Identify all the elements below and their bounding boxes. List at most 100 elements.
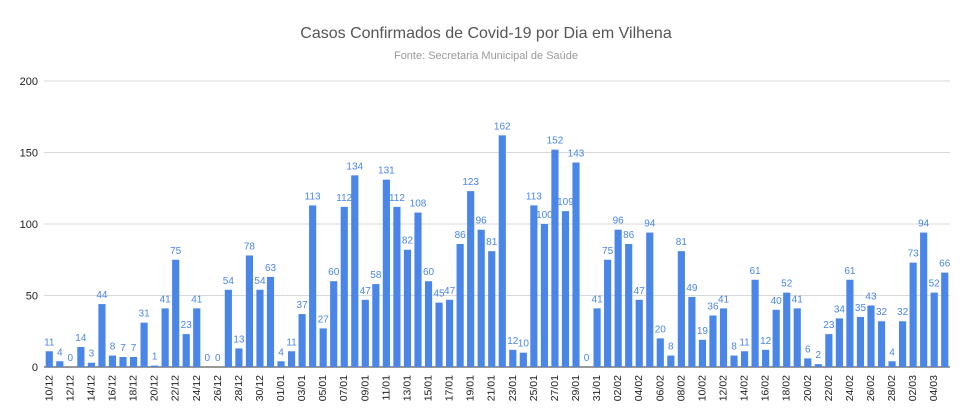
data-label: 41 — [718, 294, 730, 305]
data-label: 23 — [823, 320, 835, 331]
data-label: 113 — [526, 191, 542, 202]
data-label: 27 — [318, 314, 330, 325]
x-tick-label: 24/02 — [844, 375, 856, 401]
y-tick-label: 200 — [20, 76, 38, 88]
bar — [477, 229, 485, 367]
bar — [614, 229, 622, 367]
bar — [77, 346, 85, 367]
bar — [941, 272, 949, 367]
data-label: 123 — [462, 177, 479, 188]
bar — [245, 255, 254, 367]
data-label: 41 — [191, 294, 203, 305]
bar — [698, 339, 707, 367]
data-label: 108 — [410, 199, 427, 210]
data-label: 45 — [433, 289, 445, 300]
x-tick-label: 02/02 — [612, 375, 624, 401]
bar — [561, 211, 570, 367]
x-tick-label: 20/02 — [802, 375, 814, 401]
data-label: 8 — [668, 342, 674, 353]
data-label: 63 — [265, 263, 277, 274]
x-tick-label: 06/02 — [654, 375, 666, 401]
data-label: 12 — [507, 336, 519, 347]
bar — [277, 361, 285, 367]
data-label: 4 — [889, 347, 895, 358]
data-label: 7 — [131, 343, 137, 354]
bar — [424, 281, 433, 367]
bar — [751, 279, 759, 367]
data-label: 14 — [75, 333, 87, 344]
bar — [435, 302, 443, 367]
bar — [456, 244, 464, 367]
y-axis: 0 50 100 150 200 — [20, 76, 38, 374]
data-label: 52 — [929, 279, 941, 290]
data-label: 13 — [233, 334, 245, 345]
data-label: 2 — [816, 350, 822, 361]
y-tick-label: 150 — [20, 148, 38, 160]
bar — [393, 206, 401, 367]
x-tick-label: 28/02 — [886, 375, 898, 401]
x-tick-label: 16/02 — [760, 375, 772, 401]
data-label: 35 — [855, 303, 867, 314]
bar — [646, 232, 654, 367]
data-label: 61 — [844, 266, 856, 277]
x-axis: 10/12 12/12 14/12 16/12 18/12 20/12 22/12 24/12… — [43, 375, 940, 401]
bar — [899, 321, 907, 367]
data-label: 0 — [205, 353, 211, 364]
data-label: 8 — [110, 342, 116, 353]
bar — [498, 135, 506, 367]
y-tick-label: 100 — [20, 219, 38, 231]
bar — [825, 334, 833, 367]
bar — [551, 149, 559, 367]
bar — [519, 352, 527, 367]
bar — [182, 334, 190, 367]
x-tick-label: 30/12 — [254, 375, 266, 401]
bar — [382, 179, 390, 367]
x-tick-label: 21/01 — [486, 375, 498, 401]
x-tick-label: 09/01 — [359, 375, 371, 401]
data-label: 143 — [568, 149, 585, 160]
data-label: 86 — [455, 230, 467, 241]
x-tick-label: 25/01 — [528, 375, 540, 401]
data-label: 44 — [96, 290, 108, 301]
data-label: 32 — [897, 307, 909, 318]
y-tick-label: 50 — [26, 291, 38, 303]
data-label: 60 — [423, 267, 435, 278]
data-label: 113 — [305, 191, 321, 202]
data-label: 0 — [584, 353, 590, 364]
data-label: 31 — [139, 309, 151, 320]
data-label: 61 — [750, 266, 762, 277]
chart-subtitle: Fonte: Secretaria Municipal de Saúde — [394, 50, 578, 62]
bar — [266, 276, 275, 367]
data-label: 19 — [697, 326, 709, 337]
bar — [867, 305, 875, 367]
data-label: 66 — [939, 259, 951, 270]
data-label: 60 — [328, 267, 340, 278]
x-tick-label: 15/01 — [423, 375, 435, 401]
x-tick-label: 04/02 — [633, 375, 645, 401]
data-label: 11 — [739, 337, 750, 348]
bar — [403, 249, 412, 367]
bar — [856, 316, 865, 367]
x-tick-label: 05/01 — [317, 375, 329, 401]
x-tick-label: 22/12 — [170, 375, 182, 401]
data-label: 94 — [918, 219, 930, 230]
x-tick-label: 01/01 — [275, 375, 287, 401]
data-label: 10 — [518, 339, 530, 350]
data-label: 96 — [613, 216, 625, 227]
bar — [835, 318, 843, 367]
x-tick-label: 14/12 — [85, 375, 97, 401]
data-label: 75 — [602, 246, 614, 257]
data-label: 37 — [297, 300, 309, 311]
data-label: 6 — [805, 344, 811, 355]
x-tick-label: 26/12 — [212, 375, 224, 401]
bar — [319, 328, 327, 367]
bar — [161, 308, 169, 367]
bar — [572, 162, 580, 367]
bar — [688, 296, 696, 367]
data-label: 3 — [89, 349, 95, 360]
bar — [298, 314, 306, 367]
x-tick-label: 10/02 — [696, 375, 708, 401]
bar — [909, 262, 917, 367]
bar — [814, 364, 822, 367]
